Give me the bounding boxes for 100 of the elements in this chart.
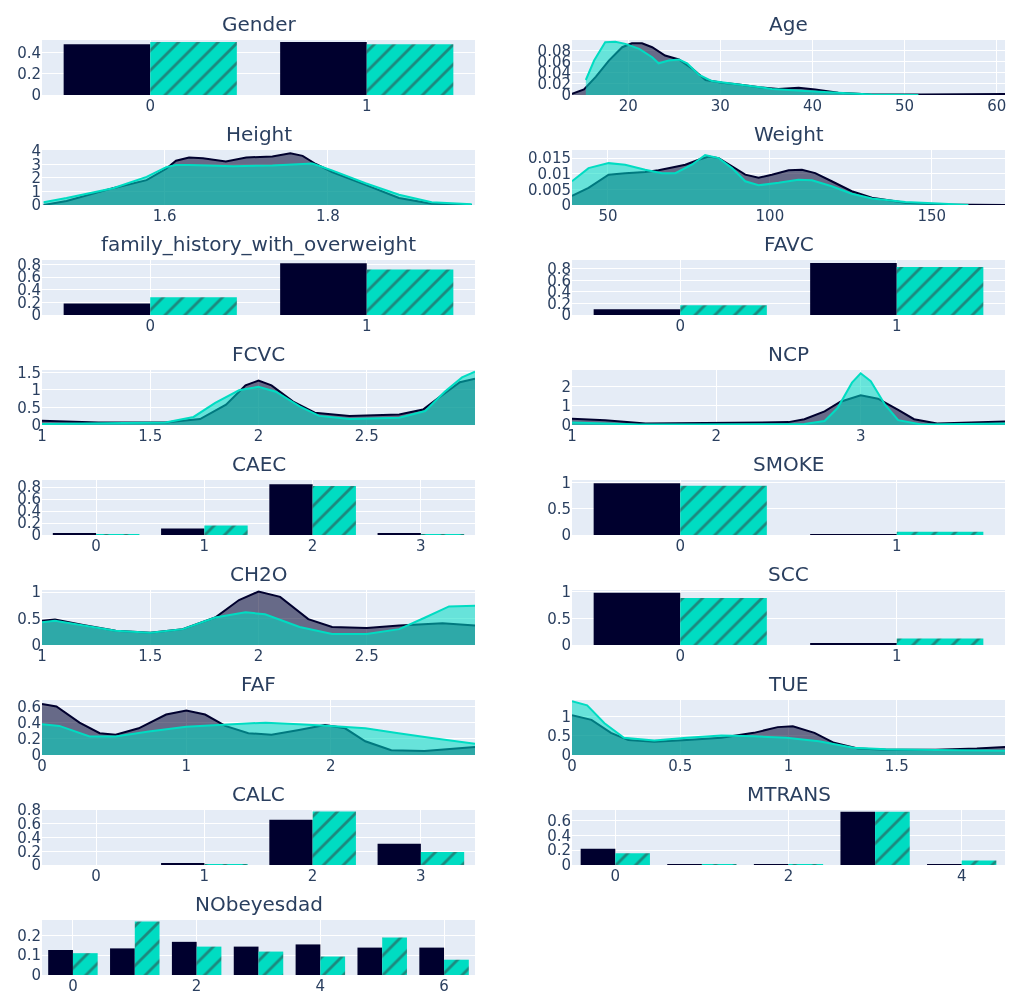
x-tick-label: 2 — [325, 757, 336, 775]
y-tick-label: 0.5 — [547, 609, 571, 628]
bar — [204, 525, 248, 535]
bar — [48, 949, 73, 975]
x-tick-label: 1 — [199, 867, 210, 885]
bar — [312, 485, 356, 535]
bar — [269, 819, 313, 865]
x-tick-label: 2 — [253, 647, 264, 665]
bar — [150, 297, 237, 315]
x-tick-label: 0 — [68, 977, 78, 995]
bar — [680, 305, 767, 315]
x-tick-label: 0 — [91, 537, 101, 555]
x-tick-label: 2 — [191, 977, 202, 995]
bar — [680, 598, 767, 645]
x-tick-label: 150 — [917, 207, 947, 225]
y-tick-label: 0.5 — [17, 398, 41, 417]
bar — [161, 528, 205, 535]
x-tick-label: 0 — [91, 867, 101, 885]
x-tick-label: 0 — [610, 867, 621, 885]
bar — [810, 262, 897, 315]
x-tick-label: 3 — [416, 867, 426, 885]
bar — [377, 843, 421, 865]
x-tick-label: 2 — [307, 867, 318, 885]
y-tick-label: 1.5 — [17, 363, 41, 382]
x-tick-label: 1 — [181, 757, 192, 775]
x-tick-label: 6 — [439, 977, 449, 995]
y-tick-label: 1 — [31, 381, 41, 400]
x-tick-label: 2.5 — [354, 427, 379, 445]
y-tick-label: 1 — [561, 473, 571, 492]
bar — [161, 862, 205, 865]
chart-title: NObeyesdad — [195, 892, 323, 916]
x-tick-label: 1 — [361, 97, 372, 115]
chart-title: Age — [769, 12, 808, 36]
x-tick-label: 2.5 — [354, 647, 379, 665]
x-tick-label: 2 — [307, 537, 318, 555]
x-tick-label: 0 — [675, 317, 686, 335]
y-tick-label: 0.5 — [17, 609, 41, 628]
bar — [280, 263, 367, 315]
x-tick-label: 3 — [855, 427, 866, 445]
y-tick-label: 0.01 — [537, 165, 571, 183]
x-tick-label: 1 — [199, 537, 210, 555]
y-tick-label: 0.2 — [17, 65, 41, 84]
y-tick-label: 2 — [561, 377, 571, 396]
y-tick-label: 1 — [561, 708, 571, 727]
bar — [680, 485, 767, 535]
bar — [357, 947, 383, 975]
x-tick-label: 1 — [891, 537, 902, 555]
chart-title: TUE — [768, 672, 809, 696]
bar — [72, 953, 98, 975]
bar — [896, 638, 984, 645]
chart-title: Weight — [754, 122, 824, 146]
x-tick-label: 20 — [618, 97, 638, 115]
x-tick-label: 0 — [145, 97, 156, 115]
bar — [444, 959, 469, 975]
chart-title: Gender — [222, 12, 297, 36]
bar — [896, 531, 984, 535]
bar — [366, 269, 454, 315]
bar — [258, 951, 284, 975]
y-tick-label: 1 — [31, 583, 41, 602]
chart-title: family_history_with_overweight — [101, 232, 417, 256]
y-tick-label: 0.4 — [17, 43, 41, 62]
x-tick-label: 2 — [253, 427, 264, 445]
bar — [320, 956, 346, 975]
y-tick-label: 1 — [561, 397, 571, 416]
bar — [269, 484, 313, 535]
bar — [615, 853, 650, 865]
y-tick-label: 0.6 — [547, 811, 571, 830]
x-tick-label: 2 — [711, 427, 722, 445]
x-tick-label: 1.5 — [138, 427, 163, 445]
x-tick-label: 100 — [755, 207, 785, 225]
chart-title: MTRANS — [747, 782, 831, 806]
x-tick-label: 0 — [675, 647, 686, 665]
y-tick-label: 0.5 — [547, 727, 571, 746]
y-tick-label: 0.4 — [17, 713, 41, 732]
chart-title: FAVC — [764, 232, 814, 256]
chart-title: Height — [226, 122, 293, 146]
bar — [63, 303, 151, 315]
x-tick-label: 1.8 — [316, 207, 340, 225]
y-tick-label: 0.6 — [17, 697, 41, 716]
x-tick-label: 0 — [675, 537, 686, 555]
x-tick-label: 30 — [710, 97, 730, 115]
x-tick-label: 2 — [783, 867, 794, 885]
bar — [312, 811, 356, 865]
y-tick-label: 0.1 — [17, 946, 41, 965]
x-tick-label: 40 — [802, 97, 822, 115]
bar — [196, 946, 222, 975]
bar — [580, 848, 616, 865]
x-tick-label: 1 — [891, 317, 902, 335]
chart-title: SCC — [768, 562, 809, 586]
y-tick-label: 0.2 — [17, 926, 41, 945]
bar — [110, 948, 135, 975]
y-tick-label: 0.2 — [17, 730, 41, 749]
chart-title: NCP — [768, 342, 809, 366]
bar — [593, 592, 681, 645]
chart-title: SMOKE — [753, 452, 825, 476]
bar — [171, 941, 197, 975]
x-tick-label: 0 — [145, 317, 156, 335]
chart-title: FAF — [241, 672, 276, 696]
x-tick-label: 1.5 — [138, 647, 163, 665]
x-tick-label: 1 — [891, 647, 902, 665]
